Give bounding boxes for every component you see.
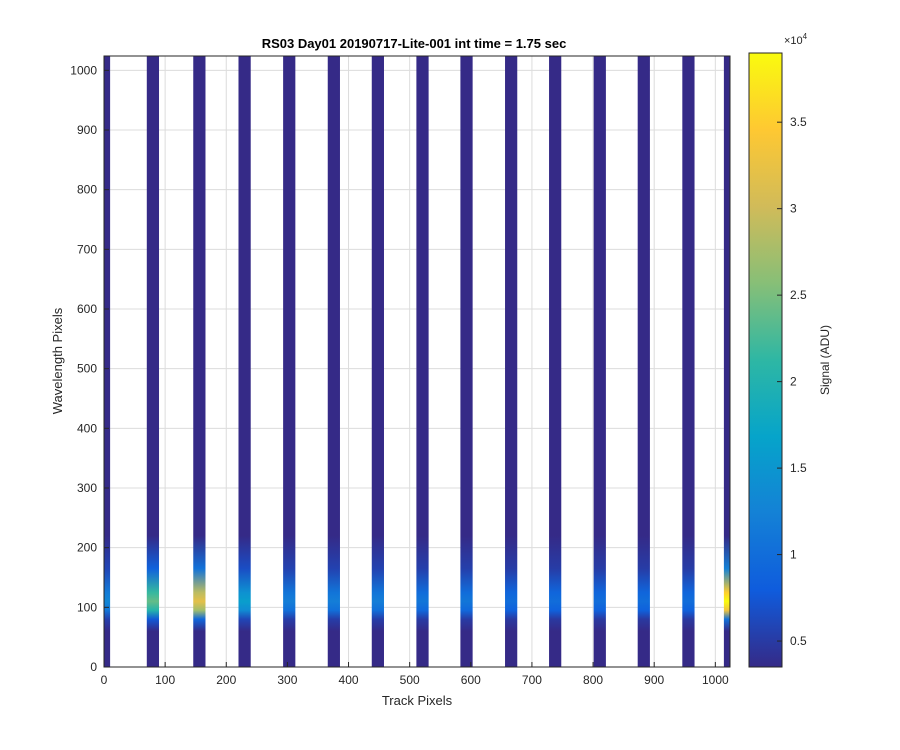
x-tick-label: 300 — [277, 673, 297, 687]
colorbar-tick-label: 3.5 — [790, 115, 807, 129]
plot-frame — [103, 55, 731, 668]
x-tick-label: 100 — [155, 673, 175, 687]
plot-area: 0 100 200 300 400 500 600 700 800 900 1000 0 100 200… — [70, 55, 731, 687]
y-tick-label: 0 — [90, 660, 97, 674]
y-tick-label: 600 — [77, 302, 97, 316]
colorbar-ticks: 0.5 1 1.5 2 2.5 3 3.5 — [777, 115, 807, 648]
heatmap-stripe — [283, 56, 296, 667]
colorbar-tick-label: 1.5 — [790, 461, 807, 475]
heatmap-stripe — [238, 56, 251, 667]
colorbar-tick-label: 0.5 — [790, 634, 807, 648]
y-tick-label: 100 — [77, 600, 97, 614]
y-tick-label: 1000 — [70, 63, 97, 77]
chart-title: RS03 Day01 20190717-Lite-001 int time = … — [262, 36, 567, 51]
x-axis-label: Track Pixels — [382, 693, 453, 708]
y-tick-label: 900 — [77, 123, 97, 137]
colorbar-exponent-power: 4 — [803, 32, 808, 41]
heatmap-stripe — [371, 56, 384, 667]
y-tick-label: 700 — [77, 242, 97, 256]
heatmap-stripe — [460, 56, 473, 667]
x-tick-label: 600 — [461, 673, 481, 687]
colorbar-tick-label: 2.5 — [790, 288, 807, 302]
x-tick-label: 200 — [216, 673, 236, 687]
colorbar-scale — [748, 52, 783, 668]
y-tick-label: 500 — [77, 362, 97, 376]
colorbar: 0.5 1 1.5 2 2.5 3 3.5 ×104 Signal (ADU) — [748, 32, 832, 668]
y-axis-ticks: 0 100 200 300 400 500 600 700 800 900 1000 — [70, 63, 109, 674]
x-tick-label: 700 — [522, 673, 542, 687]
x-axis-ticks: 0 100 200 300 400 500 600 700 800 900 1000 — [101, 662, 729, 687]
heatmap-stripe — [327, 56, 340, 667]
heatmap-stripe — [682, 56, 695, 667]
y-tick-label: 400 — [77, 421, 97, 435]
y-tick-label: 800 — [77, 183, 97, 197]
x-tick-label: 0 — [101, 673, 108, 687]
x-tick-label: 900 — [644, 673, 664, 687]
colorbar-tick-label: 3 — [790, 202, 797, 216]
x-tick-label: 400 — [339, 673, 359, 687]
colorbar-tick-label: 2 — [790, 375, 797, 389]
heatmap-stripe — [416, 56, 429, 667]
colorbar-tick-label: 1 — [790, 548, 797, 562]
y-tick-label: 300 — [77, 481, 97, 495]
x-tick-label: 1000 — [702, 673, 729, 687]
colorbar-exponent-base: ×10 — [784, 35, 803, 47]
heatmap-stripe — [637, 56, 650, 667]
heatmap-stripe — [146, 56, 160, 667]
colorbar-label: Signal (ADU) — [818, 325, 832, 395]
heatmap-stripe — [549, 56, 562, 667]
heatmap-stripes — [104, 56, 730, 667]
heatmap-stripe — [193, 56, 206, 667]
heatmap-stripe — [505, 56, 518, 667]
heatmap-stripe — [593, 56, 606, 667]
x-tick-label: 800 — [583, 673, 603, 687]
heatmap-stripe — [723, 56, 730, 667]
heatmap-stripe — [104, 56, 111, 667]
colorbar-exponent: ×104 — [784, 32, 808, 47]
x-tick-label: 500 — [400, 673, 420, 687]
y-tick-label: 200 — [77, 541, 97, 555]
y-axis-label: Wavelength Pixels — [50, 307, 65, 414]
